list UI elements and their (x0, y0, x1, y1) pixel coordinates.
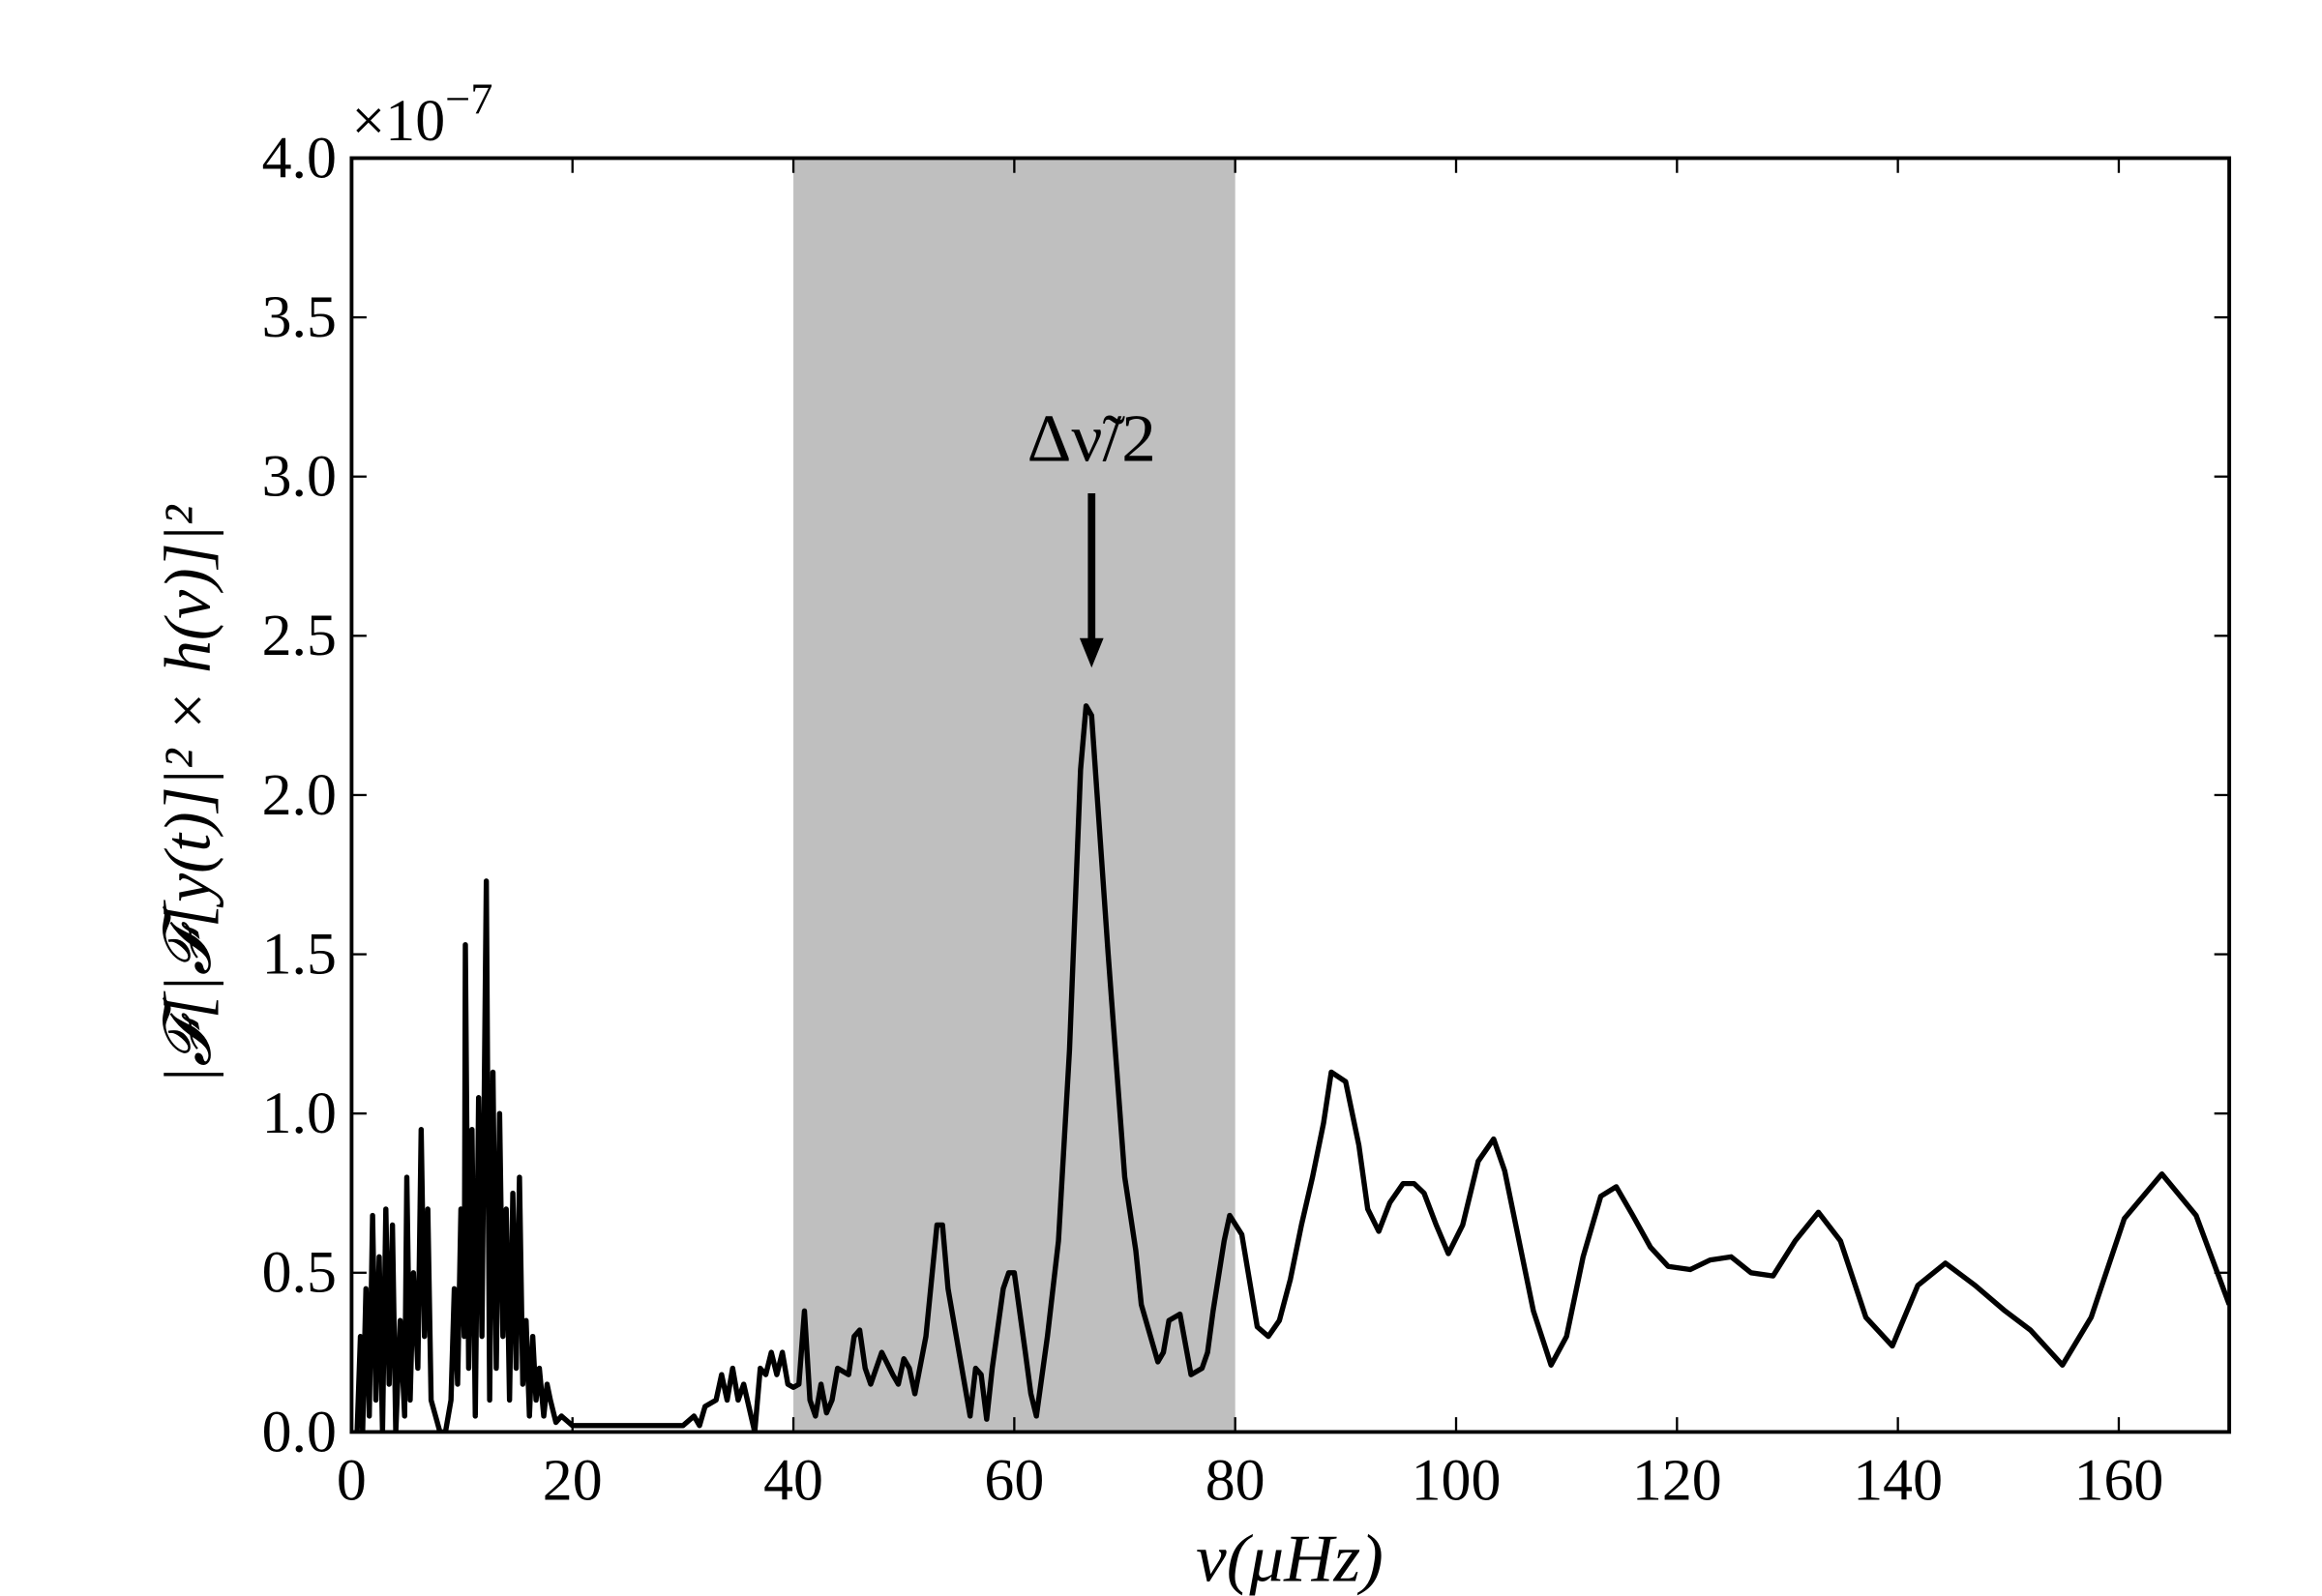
plot-area (354, 703, 2230, 1433)
x-tick-label: 120 (1632, 1448, 1722, 1514)
y-axis-label: |𝓕[|𝓕[y(t)]|² × h(ν)]|² (151, 504, 223, 1084)
x-tick-label: 80 (1206, 1448, 1265, 1514)
x-tick-label: 40 (763, 1448, 823, 1514)
x-tick-label: 60 (984, 1448, 1044, 1514)
y-tick-label: 1.5 (262, 922, 337, 988)
y-tick-label: 1.0 (262, 1080, 337, 1146)
offset-exponent: −7 (445, 74, 492, 124)
y-tick-label: 2.5 (262, 604, 337, 669)
offset-text: ×10−7 (351, 74, 492, 154)
x-tick-label: 100 (1412, 1448, 1502, 1514)
x-axis-label: ν(μHz) (1196, 1522, 1384, 1596)
y-tick-label: 4.0 (262, 126, 337, 192)
shaded-region (793, 158, 1235, 1433)
x-tick-label: 0 (337, 1448, 367, 1514)
plot-frame (349, 156, 2232, 1434)
x-tick-label: 160 (2074, 1448, 2164, 1514)
annotation-arrowhead (1079, 637, 1104, 668)
y-tick-label: 3.5 (262, 284, 337, 350)
y-tick-label: 2.0 (262, 762, 337, 828)
annotation-text: Δν̃/2 (1027, 401, 1156, 477)
y-tick-label: 3.0 (262, 444, 337, 510)
x-tick-label: 140 (1853, 1448, 1943, 1514)
y-tick-label: 0.0 (262, 1400, 337, 1465)
offset-base: ×10 (351, 88, 445, 154)
y-tick-label: 0.5 (262, 1240, 337, 1306)
x-tick-label: 20 (543, 1448, 603, 1514)
data-line (354, 703, 2230, 1433)
